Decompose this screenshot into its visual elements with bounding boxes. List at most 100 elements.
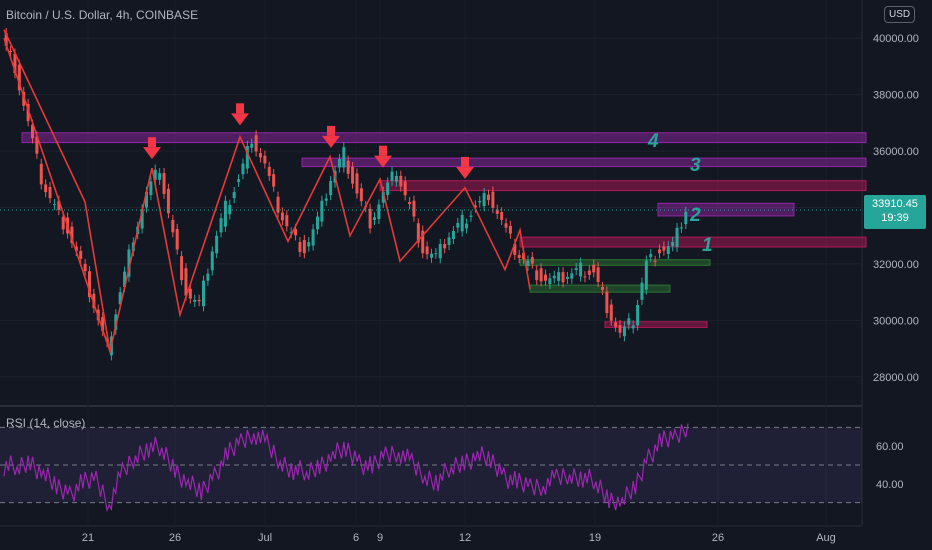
candle-body: [666, 246, 670, 254]
candle-body: [390, 171, 394, 181]
arrow-down-icon: [322, 135, 340, 148]
candle-body: [26, 104, 30, 122]
candle-body: [250, 143, 254, 148]
candle-body: [184, 268, 188, 296]
candle-body: [644, 260, 648, 290]
rsi-line: [3, 423, 689, 513]
candle-body: [456, 222, 460, 228]
candle-body: [557, 272, 561, 281]
time-tick-label: Jul: [258, 532, 272, 544]
candle-body: [425, 246, 429, 255]
candle-body: [48, 186, 52, 199]
currency-button[interactable]: USD: [884, 6, 916, 23]
price-tick-label: 40000.00: [873, 33, 919, 45]
price-tick-label: 32000.00: [873, 259, 919, 271]
candle-body: [438, 243, 442, 259]
candle-body: [504, 223, 508, 228]
candle-body: [302, 240, 306, 254]
candle-body: [9, 51, 13, 53]
candle-body: [574, 268, 578, 270]
zone-label: 4: [647, 131, 659, 152]
candle-body: [311, 229, 315, 246]
candle-body: [289, 232, 293, 234]
candle-body: [171, 219, 175, 233]
zone-label: 2: [689, 205, 701, 226]
candle-body: [101, 316, 105, 332]
symbol-title: Bitcoin / U.S. Dollar, 4h, COINBASE: [6, 8, 199, 22]
candle-body: [140, 209, 144, 229]
candle-body: [583, 276, 587, 278]
candle-body: [609, 304, 613, 321]
candle-body: [35, 136, 39, 154]
candle-body: [649, 254, 653, 258]
candle-body: [684, 211, 688, 225]
candle-body: [272, 174, 276, 187]
demand-zone-box: [604, 321, 708, 328]
candle-body: [381, 191, 385, 203]
candle-body: [39, 163, 43, 185]
rsi-tick-label: 40.00: [876, 479, 904, 491]
candle-body: [671, 241, 675, 247]
price-tick-label: 36000.00: [873, 146, 919, 158]
candle-body: [430, 253, 433, 258]
candle-body: [114, 314, 118, 330]
candle-body: [662, 246, 666, 251]
candle-body: [561, 272, 565, 283]
candle-body: [346, 160, 350, 174]
candle-body: [653, 260, 657, 262]
candle-body: [342, 147, 346, 168]
candle-body: [636, 304, 640, 326]
zone-3-box: [301, 157, 867, 168]
candle-body: [259, 153, 262, 158]
candle-body: [88, 271, 91, 298]
candle-body: [478, 201, 482, 203]
time-tick-label: 12: [459, 532, 471, 544]
candle-body: [408, 202, 412, 205]
candle-body: [263, 155, 267, 164]
candle-body: [188, 288, 192, 299]
support-zone-box: [529, 284, 671, 293]
candle-body: [52, 204, 56, 206]
candle-body: [679, 227, 683, 229]
candle-body: [618, 325, 622, 333]
candle-body: [232, 192, 236, 199]
candle-body: [31, 124, 34, 139]
bar-countdown: 19:39: [881, 212, 909, 224]
candle-body: [79, 250, 83, 259]
arrow-down-icon: [143, 147, 161, 160]
candle-body: [631, 325, 635, 329]
zone-4-box: [21, 132, 867, 144]
candle-body: [447, 237, 451, 245]
current-price-tag: 33910.45 19:39: [864, 195, 926, 229]
candle-body: [394, 175, 398, 182]
candle-body: [403, 181, 407, 196]
candle-body: [13, 53, 17, 74]
candle-body: [118, 292, 122, 305]
candle-body: [377, 204, 381, 219]
time-tick-label: 6: [353, 532, 359, 544]
zone-1-box: [519, 236, 867, 248]
candle-body: [324, 198, 328, 201]
candle-body: [180, 256, 184, 281]
candle-body: [473, 205, 477, 208]
candle-body: [495, 209, 499, 214]
candle-body: [530, 257, 534, 264]
time-tick-label: 26: [169, 532, 181, 544]
candle-body: [592, 264, 596, 273]
candle-body: [658, 249, 661, 254]
candle-body: [228, 204, 232, 215]
candle-body: [74, 246, 78, 251]
candle-body: [294, 228, 298, 236]
price-tick-label: 30000.00: [873, 315, 919, 327]
candle-body: [460, 214, 464, 232]
candle-body: [587, 270, 591, 275]
candle-body: [544, 274, 547, 281]
candle-body: [513, 243, 517, 255]
candle-body: [254, 135, 258, 152]
candle-body: [434, 253, 438, 255]
candle-body: [368, 208, 372, 229]
candle-body: [123, 271, 127, 288]
time-tick-label: 9: [377, 532, 383, 544]
arrow-down-icon: [461, 156, 469, 167]
candle-body: [61, 216, 65, 230]
